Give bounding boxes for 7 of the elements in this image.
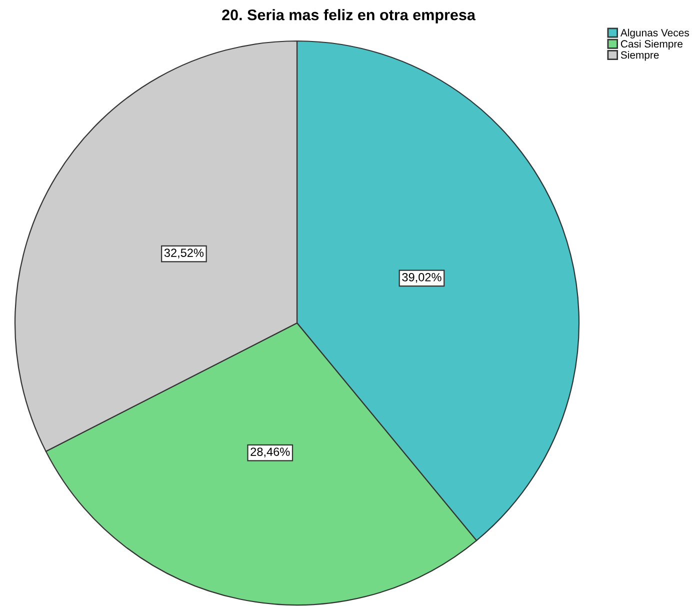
legend-label: Algunas Veces xyxy=(620,28,689,38)
data-label: 39,02% xyxy=(402,272,442,283)
chart-title: 20. Seria mas feliz en otra empresa xyxy=(222,9,476,24)
legend-label: Siempre xyxy=(620,51,659,61)
data-label: 28,46% xyxy=(250,448,290,458)
legend-label: Casi Siempre xyxy=(620,40,682,50)
data-label: 32,52% xyxy=(164,248,204,258)
